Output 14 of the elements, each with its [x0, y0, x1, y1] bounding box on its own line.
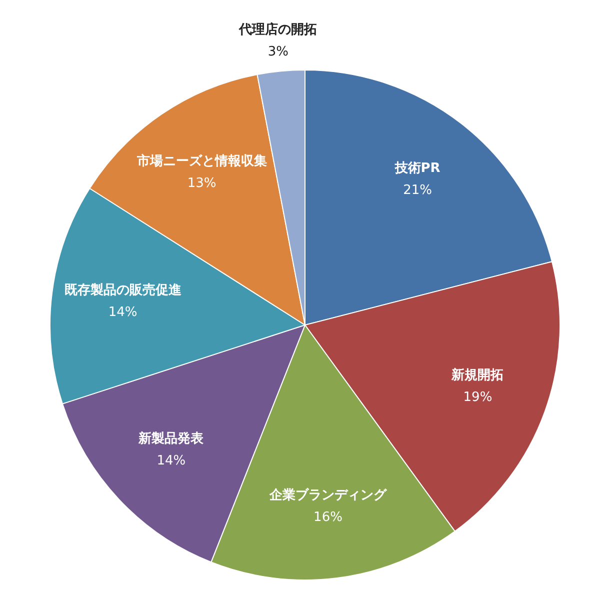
data-label: 21%	[403, 182, 432, 198]
slice-label: 新製品発表	[138, 430, 205, 447]
data-label: 16%	[314, 510, 342, 526]
slice-label: 新規開拓	[450, 367, 504, 384]
slice-label: 既存製品の販売促進	[64, 282, 182, 298]
slice-label: 市場ニーズと情報収集	[136, 153, 267, 170]
slice-label: 代理店の開拓	[238, 21, 318, 38]
data-label: 13%	[187, 176, 216, 192]
slice-label: 企業ブランディング	[268, 487, 388, 504]
data-label: 19%	[463, 390, 492, 406]
data-label: 14%	[156, 454, 186, 469]
data-label: 3%	[268, 44, 288, 60]
data-label: 14%	[108, 304, 138, 320]
slice-label: 技術PR	[394, 160, 440, 176]
